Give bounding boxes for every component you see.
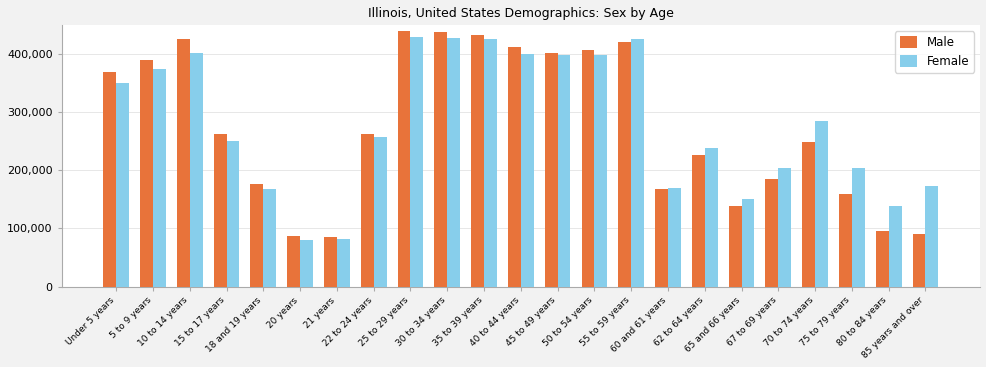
Bar bbox=[630, 39, 644, 287]
Bar bbox=[374, 137, 387, 287]
Bar bbox=[470, 34, 483, 287]
Bar bbox=[912, 234, 925, 287]
Bar bbox=[617, 42, 630, 287]
Bar bbox=[802, 142, 814, 287]
Bar bbox=[581, 50, 594, 287]
Bar bbox=[887, 206, 900, 287]
Bar bbox=[594, 55, 606, 287]
Bar bbox=[691, 155, 704, 287]
Bar bbox=[300, 240, 313, 287]
Bar bbox=[778, 168, 791, 287]
Bar bbox=[397, 30, 410, 287]
Bar bbox=[447, 38, 459, 287]
Bar bbox=[263, 189, 276, 287]
Bar bbox=[838, 194, 851, 287]
Bar bbox=[227, 141, 240, 287]
Bar bbox=[704, 148, 717, 287]
Bar bbox=[250, 184, 263, 287]
Legend: Male, Female: Male, Female bbox=[894, 31, 973, 73]
Title: Illinois, United States Demographics: Sex by Age: Illinois, United States Demographics: Se… bbox=[368, 7, 673, 20]
Bar bbox=[508, 47, 521, 287]
Bar bbox=[483, 39, 496, 287]
Bar bbox=[153, 69, 166, 287]
Bar bbox=[104, 72, 116, 287]
Bar bbox=[189, 52, 202, 287]
Bar bbox=[814, 121, 827, 287]
Bar bbox=[875, 231, 887, 287]
Bar bbox=[434, 32, 447, 287]
Bar bbox=[214, 134, 227, 287]
Bar bbox=[336, 240, 349, 287]
Bar bbox=[925, 186, 938, 287]
Bar bbox=[176, 39, 189, 287]
Bar bbox=[655, 189, 668, 287]
Bar bbox=[287, 236, 300, 287]
Bar bbox=[728, 206, 740, 287]
Bar bbox=[668, 188, 680, 287]
Bar bbox=[544, 53, 557, 287]
Bar bbox=[140, 59, 153, 287]
Bar bbox=[521, 54, 533, 287]
Bar bbox=[410, 37, 423, 287]
Bar bbox=[116, 83, 129, 287]
Bar bbox=[851, 168, 864, 287]
Bar bbox=[740, 199, 753, 287]
Bar bbox=[557, 55, 570, 287]
Bar bbox=[361, 134, 374, 287]
Bar bbox=[765, 179, 778, 287]
Bar bbox=[323, 237, 336, 287]
